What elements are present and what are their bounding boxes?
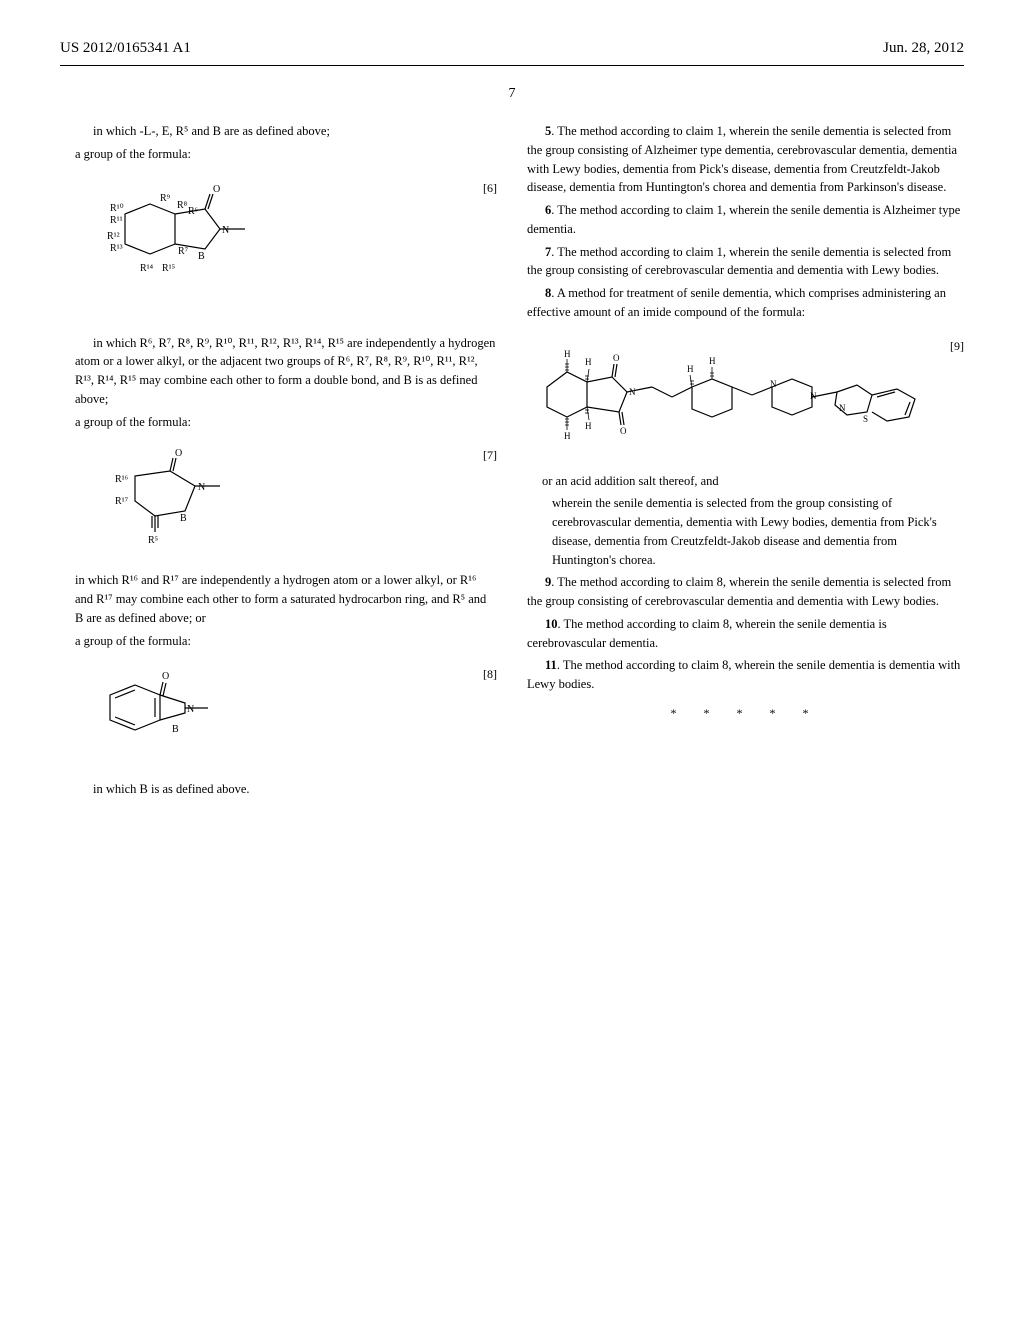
svg-text:R⁸: R⁸ (177, 200, 188, 211)
publication-date: Jun. 28, 2012 (883, 40, 964, 57)
formula-6-description: in which R⁶, R⁷, R⁸, R⁹, R¹⁰, R¹¹, R¹², … (75, 334, 497, 409)
formula-8-description: in which B is as defined above. (75, 780, 497, 799)
chemical-structure-9: H H H H O O N H H N N N S (527, 337, 947, 457)
left-column: in which -L-, E, R⁵ and B are as defined… (60, 122, 497, 803)
header-divider (60, 65, 964, 66)
svg-text:B: B (172, 724, 179, 735)
claim-11-number: 11 (545, 658, 557, 672)
claim-9: 9. The method according to claim 8, wher… (527, 573, 964, 611)
intro-text-1: in which -L-, E, R⁵ and B are as defined… (75, 122, 497, 141)
group-formula-intro-8: a group of the formula: (75, 632, 497, 651)
svg-text:R¹⁴: R¹⁴ (140, 263, 154, 274)
svg-text:H: H (564, 349, 571, 359)
claim-9-text: The method according to claim 8, wherein… (527, 575, 951, 608)
svg-text:O: O (213, 184, 220, 195)
svg-text:R¹⁰: R¹⁰ (110, 203, 124, 214)
group-formula-intro-7: a group of the formula: (75, 413, 497, 432)
patent-number: US 2012/0165341 A1 (60, 40, 191, 57)
svg-text:O: O (613, 353, 620, 363)
claim-7: 7. The method according to claim 1, wher… (527, 243, 964, 281)
svg-text:B: B (180, 513, 187, 524)
svg-text:R⁷: R⁷ (178, 246, 189, 257)
formula-6-block: [6] O N B R⁹ R⁸ R⁶ (80, 179, 497, 319)
svg-text:S: S (863, 414, 868, 424)
end-asterisks: * * * * * (527, 704, 964, 722)
svg-text:R¹⁷: R¹⁷ (115, 496, 129, 507)
formula-8-number: [8] (483, 665, 497, 683)
svg-text:R⁹: R⁹ (160, 193, 171, 204)
svg-text:N: N (222, 225, 229, 236)
chemical-structure-6: O N B R⁹ R⁸ R⁶ R¹⁰ R¹¹ R¹² R¹³ R¹⁴ R¹⁵ R… (80, 179, 260, 319)
svg-text:B: B (198, 251, 205, 262)
svg-text:O: O (620, 426, 627, 436)
claim-6-number: 6 (545, 203, 551, 217)
svg-text:N: N (198, 482, 205, 493)
claim-7-number: 7 (545, 245, 551, 259)
claim-10: 10. The method according to claim 8, whe… (527, 615, 964, 653)
svg-text:H: H (585, 421, 592, 431)
claim-8-cont2: wherein the senile dementia is selected … (542, 494, 964, 569)
svg-text:H: H (687, 364, 694, 374)
claim-8-text: A method for treatment of senile dementi… (527, 286, 946, 319)
claim-6: 6. The method according to claim 1, wher… (527, 201, 964, 239)
content-columns: in which -L-, E, R⁵ and B are as defined… (60, 122, 964, 803)
claim-10-text: The method according to claim 8, wherein… (527, 617, 887, 650)
claim-8-number: 8 (545, 286, 551, 300)
svg-text:R¹²: R¹² (107, 231, 120, 242)
svg-text:O: O (175, 448, 182, 459)
claim-7-text: The method according to claim 1, wherein… (527, 245, 951, 278)
formula-9-block: [9] (527, 337, 964, 457)
svg-text:H: H (564, 431, 571, 441)
formula-7-description: in which R¹⁶ and R¹⁷ are independently a… (75, 571, 497, 627)
svg-text:R⁶: R⁶ (188, 206, 199, 217)
right-column: 5. The method according to claim 1, wher… (527, 122, 964, 803)
svg-text:R¹¹: R¹¹ (110, 215, 123, 226)
svg-text:H: H (709, 356, 716, 366)
chemical-structure-7: O N B R¹⁶ R¹⁷ R⁵ (80, 446, 240, 556)
claim-11-text: The method according to claim 8, wherein… (527, 658, 960, 691)
claim-5: 5. The method according to claim 1, wher… (527, 122, 964, 197)
svg-text:N: N (810, 391, 817, 401)
formula-6-number: [6] (483, 179, 497, 197)
svg-text:R¹⁵: R¹⁵ (162, 263, 175, 274)
svg-text:H: H (585, 357, 592, 367)
page-number: 7 (60, 86, 964, 102)
svg-text:N: N (629, 387, 636, 397)
claim-6-text: The method according to claim 1, wherein… (527, 203, 960, 236)
claim-5-number: 5 (545, 124, 551, 138)
claim-10-number: 10 (545, 617, 558, 631)
formula-9-number: [9] (950, 337, 964, 355)
svg-text:O: O (162, 671, 169, 682)
svg-text:N: N (770, 379, 777, 389)
svg-text:R⁵: R⁵ (148, 535, 158, 546)
page-header: US 2012/0165341 A1 Jun. 28, 2012 (60, 40, 964, 57)
svg-text:R¹⁶: R¹⁶ (115, 474, 129, 485)
claim-11: 11. The method according to claim 8, whe… (527, 656, 964, 694)
svg-text:N: N (839, 403, 846, 413)
chemical-structure-8: O N B (80, 665, 220, 765)
formula-7-block: [7] O N B R¹⁶ R¹⁷ R⁵ (80, 446, 497, 556)
claim-8: 8. A method for treatment of senile deme… (527, 284, 964, 322)
formula-8-block: [8] O N B (80, 665, 497, 765)
claim-5-text: The method according to claim 1, wherein… (527, 124, 957, 194)
claim-8-cont1: or an acid addition salt thereof, and (542, 472, 964, 491)
svg-text:N: N (187, 704, 194, 715)
group-formula-intro-6: a group of the formula: (75, 145, 497, 164)
svg-text:R¹³: R¹³ (110, 243, 123, 254)
claim-9-number: 9 (545, 575, 551, 589)
formula-7-number: [7] (483, 446, 497, 464)
